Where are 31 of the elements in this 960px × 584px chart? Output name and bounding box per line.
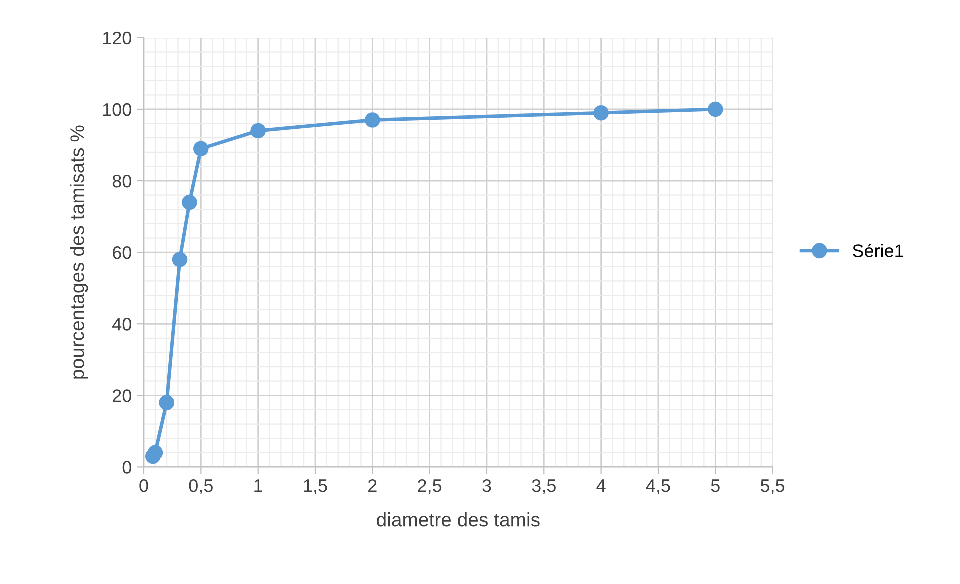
point [148,445,164,461]
point [159,395,175,410]
y-tick-label: 20 [113,390,132,402]
point [194,141,209,156]
y-tick-label: 60 [113,246,132,260]
x-tick-label: 1,5 [304,480,328,494]
point [594,105,609,121]
legend-label: Série1 [853,244,904,258]
point [172,252,188,268]
point [250,123,266,139]
y-tick-label: 0 [122,461,132,474]
x-tick-label: 2,5 [418,479,442,494]
point [708,102,724,118]
point [182,194,198,210]
x-tick-label: 4,5 [646,480,670,494]
y-tick-label: 120 [103,32,132,45]
y-tick-label: 80 [112,174,132,188]
point [365,112,380,128]
x-tick-label: 2 [368,479,377,492]
x-tick-label: 5,5 [760,480,785,494]
x-tick-label: 0 [140,479,148,492]
x-tick-label: 3,5 [532,479,556,494]
x-tick-label: 4 [596,480,606,492]
y-axis-title: pourcentages des tamisats % [70,126,88,379]
y-tick-label: 100 [103,103,132,116]
x-tick-label: 1 [254,480,262,492]
x-axis-title: diametre des tamis [377,512,540,527]
x-tick-label: 5 [711,480,720,492]
y-tick-label: 40 [112,318,132,331]
x-tick-label: 0,5 [189,479,213,494]
x-tick-label: 3 [482,479,492,492]
